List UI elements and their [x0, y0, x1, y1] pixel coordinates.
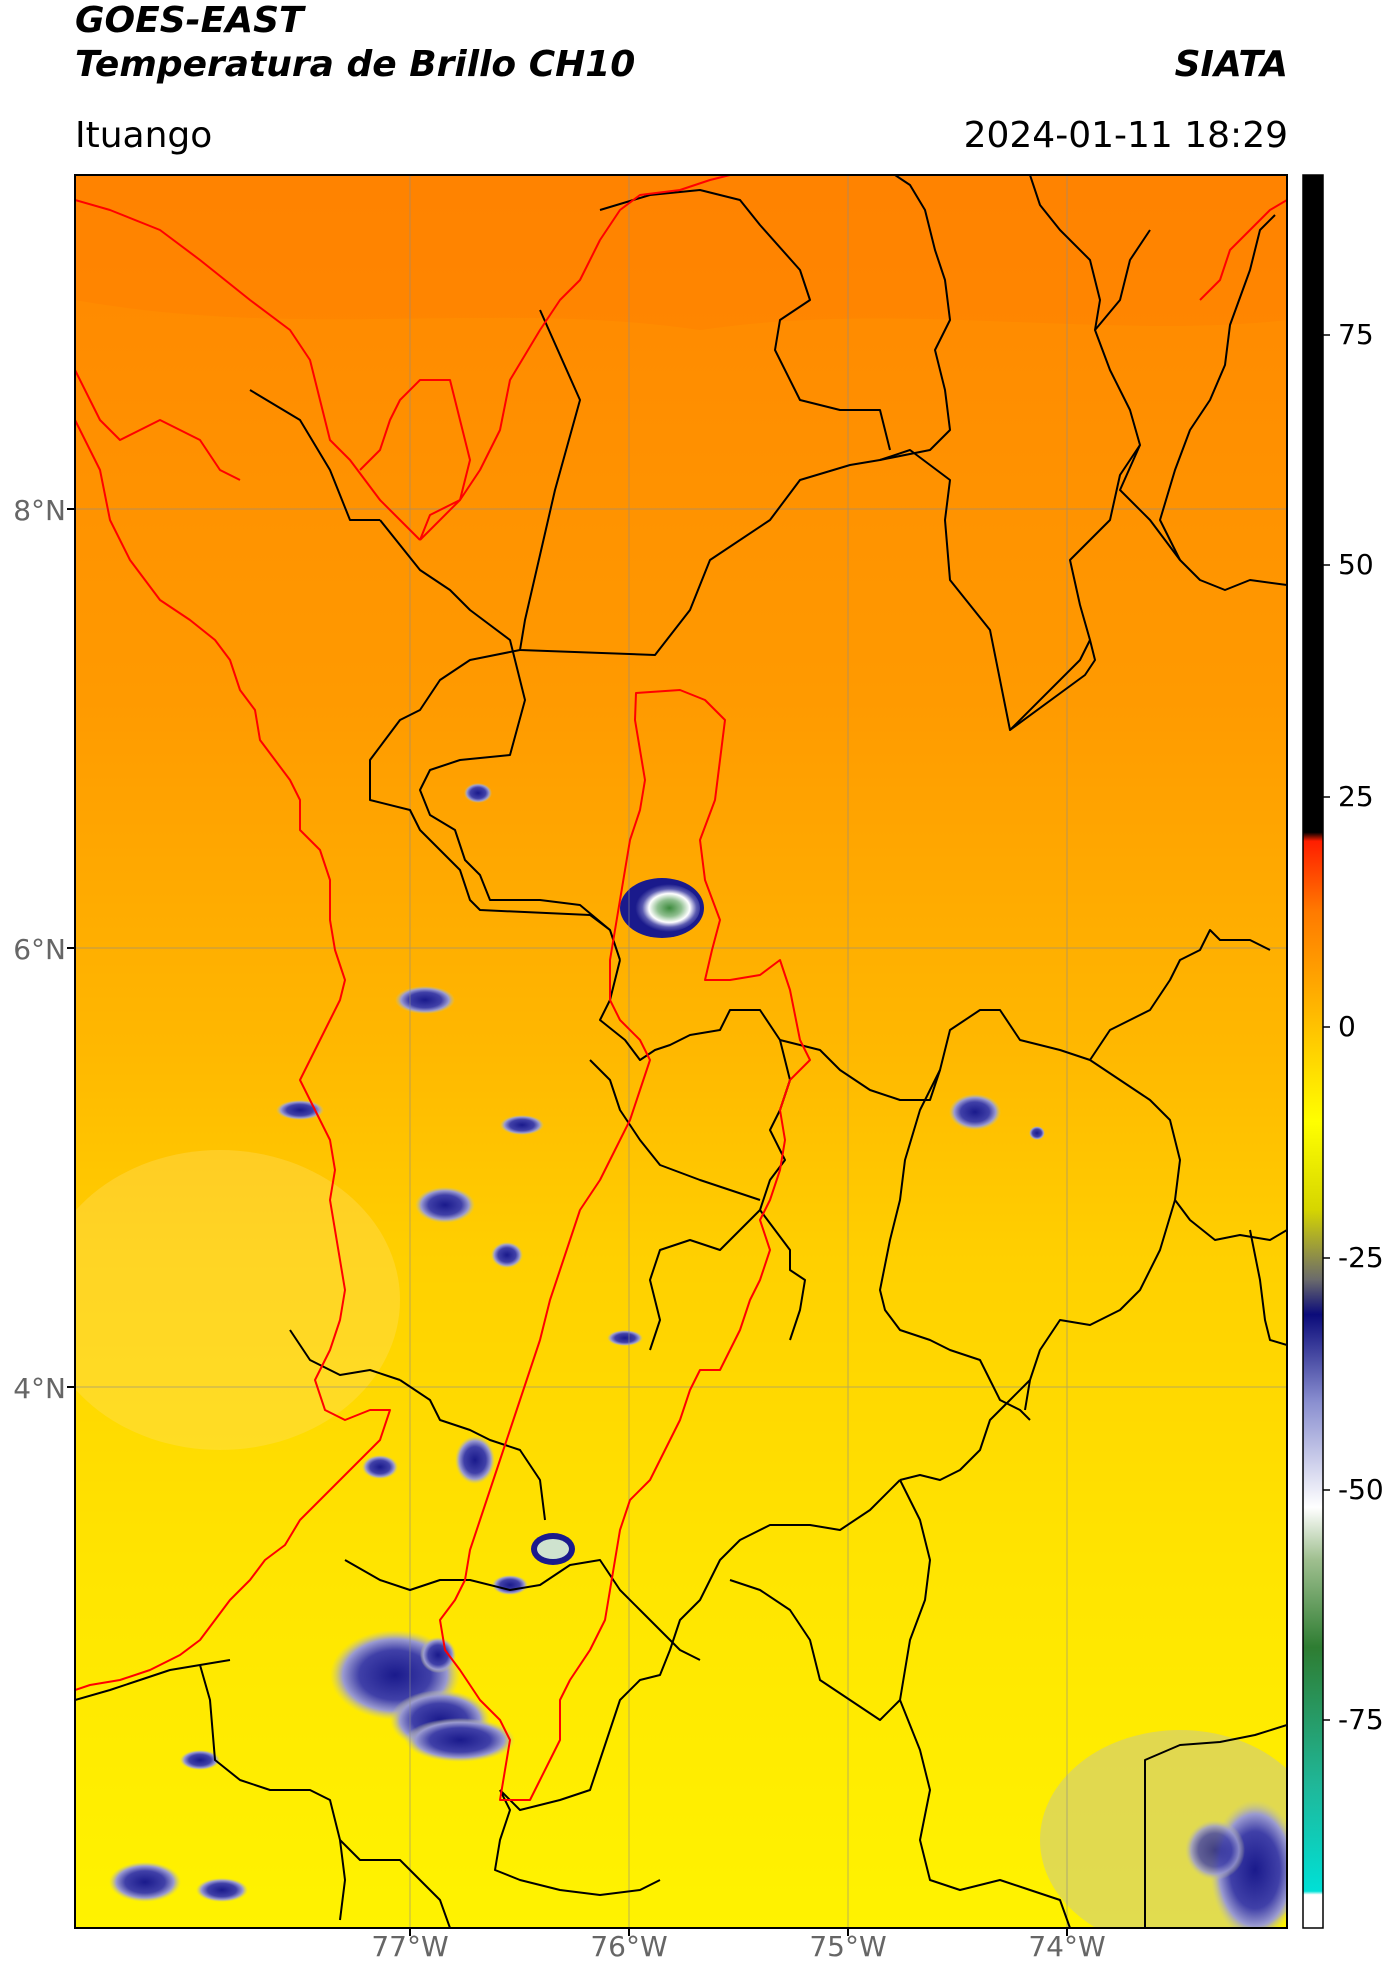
product-title: Temperatura de Brillo CH10	[75, 44, 636, 85]
colorbar	[1303, 175, 1323, 1928]
datetime-label: 2024-01-11 18:29	[963, 115, 1288, 156]
satellite-title: GOES-EAST	[75, 0, 304, 41]
colorbar-ticks	[1323, 334, 1330, 1721]
colorbar-label-25: 25	[1338, 780, 1374, 813]
lon-label-74w: 74°W	[1028, 1930, 1106, 1963]
lat-label-4n: 4°N	[13, 1372, 66, 1405]
colorbar-label-neg25: -25	[1338, 1241, 1384, 1274]
agency-label: SIATA	[1174, 44, 1288, 85]
region-label: Ituango	[75, 115, 213, 156]
brightness-field	[75, 175, 1287, 1928]
lon-label-77w: 77°W	[371, 1930, 449, 1963]
coastline-and-basin	[75, 175, 1287, 1801]
lon-label-75w: 75°W	[809, 1930, 887, 1963]
colorbar-label-50: 50	[1338, 548, 1374, 581]
lat-label-6n: 6°N	[13, 933, 66, 966]
colorbar-label-0: 0	[1338, 1010, 1356, 1043]
lon-label-76w: 76°W	[590, 1930, 668, 1963]
lat-label-8n: 8°N	[13, 494, 66, 527]
department-boundaries	[75, 175, 1287, 1928]
colorbar-label-neg50: -50	[1338, 1473, 1384, 1506]
map-frame	[74, 174, 1288, 1929]
colorbar-label-neg75: -75	[1338, 1703, 1384, 1736]
colorbar-label-75: 75	[1338, 318, 1374, 351]
axis-ticks	[67, 508, 1068, 1936]
